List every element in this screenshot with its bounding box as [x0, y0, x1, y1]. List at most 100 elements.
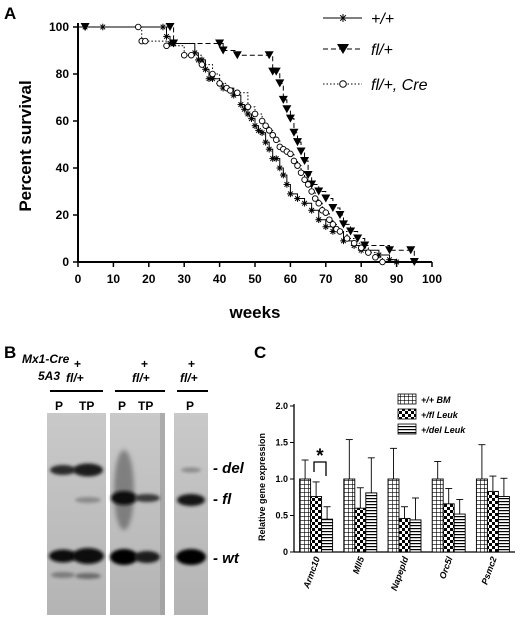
survival-point-star: [283, 181, 291, 188]
x-tick-label: 90: [390, 272, 404, 286]
survival-point-triangle: [285, 114, 295, 123]
expression-bar: [398, 517, 411, 553]
survival-point-triangle: [264, 51, 274, 60]
survival-point-triangle: [300, 156, 310, 165]
survival-point-circle: [262, 122, 269, 129]
significance-bracket: *: [313, 446, 327, 476]
x-tick-label: 20: [142, 272, 156, 286]
survival-point-triangle: [360, 241, 370, 250]
survival-point-triangle: [296, 147, 306, 156]
survival-point-circle: [290, 157, 298, 165]
survival-point-triangle: [335, 211, 345, 219]
survival-point-triangle: [328, 203, 338, 212]
survival-point-star: [287, 190, 294, 198]
survival-point-circle: [343, 235, 351, 242]
band-smear-lane1: [51, 572, 75, 578]
legend-swatch-bm: [397, 393, 417, 405]
survival-point-circle: [163, 42, 170, 50]
survival-point-circle: [379, 258, 386, 266]
survival-point-triangle: [303, 171, 313, 180]
blot-lane-p-3: P: [186, 399, 194, 413]
y-tick-label: 40: [56, 161, 70, 175]
southern-blot: Mx1-Cre 5A3 + fl/+ P TP + fl/+ P TP + fl…: [22, 352, 245, 615]
c-y-tick-label: 0: [283, 547, 288, 557]
band-wt-lane4: [134, 551, 160, 563]
expression-chart: 0 0.5 1.0 1.5 2.0 Armc10 Mll5 Napepld Orc5l Psmc…: [257, 393, 515, 592]
survival-point-triangle: [169, 39, 179, 48]
c-y-tick-label: 2.0: [275, 401, 288, 411]
expression-bar: [409, 519, 422, 553]
survival-point-circle: [308, 188, 315, 195]
survival-point-circle: [258, 117, 266, 125]
survival-point-circle: [198, 61, 206, 68]
survival-point-triangle: [339, 220, 348, 229]
survival-point-star: [202, 66, 209, 73]
survival-line-1: [78, 26, 398, 262]
survival-line-2: [78, 26, 415, 262]
expression-bar: [497, 496, 510, 553]
survival-point-star: [301, 199, 308, 207]
survival-point-circle: [357, 244, 365, 252]
band-faint-lane2: [75, 497, 101, 503]
survival-point-star: [163, 33, 170, 40]
expression-bar: [321, 518, 334, 553]
x-tick-label: 10: [107, 272, 121, 286]
band-label-del: - del: [213, 460, 245, 477]
survival-point-star: [248, 115, 255, 122]
panel-c-letter: C: [254, 343, 266, 362]
expression-bars: Armc10 Mll5 Napepld Orc5l Psmc2: [299, 439, 510, 592]
legend-swatch-del-leuk: [397, 423, 417, 435]
survival-point-circle: [365, 249, 372, 256]
band-fl-lane4: [134, 494, 160, 502]
y-tick-label: 20: [56, 208, 70, 222]
expression-bar: [442, 503, 455, 553]
blot-header-mx1-cre: Mx1-Cre: [22, 352, 70, 366]
survival-point-triangle: [406, 246, 416, 255]
blot-plus-3: +: [188, 357, 195, 371]
survival-point-star: [251, 122, 259, 129]
x-tick-label: 100: [422, 272, 442, 286]
survival-point-triangle: [321, 194, 331, 203]
blot-genotype-1: fl/+: [66, 371, 84, 385]
panel-b-letter: B: [4, 343, 16, 362]
survival-point-star: [386, 256, 393, 263]
expression-y-axis-title: Relative gene expression: [257, 433, 267, 541]
legend-label-bm: +/+ BM: [421, 395, 451, 405]
survival-point-star: [315, 216, 323, 223]
survival-point-circle: [142, 37, 149, 45]
survival-legend: +/+ fl/+ fl/+, Cre: [323, 11, 428, 94]
survival-point-circle: [265, 127, 273, 134]
band-label-wt: - wt: [213, 550, 240, 567]
category-label: Orc5l: [437, 555, 454, 581]
survival-point-triangle: [346, 227, 356, 236]
survival-point-circle: [272, 136, 280, 144]
legend-triangle-icon: [337, 44, 349, 54]
c-y-tick-label: 1.5: [275, 438, 288, 448]
expression-bar: [387, 478, 400, 553]
gel-strip-3: [174, 413, 208, 615]
band-wt-lane5: [176, 549, 206, 565]
x-tick-label: 70: [319, 272, 333, 286]
expression-bar: [310, 496, 323, 553]
expression-bar: [343, 478, 356, 553]
x-tick-label: 40: [213, 272, 227, 286]
legend-label-wt: +/+: [371, 11, 394, 28]
survival-x-axis-title: weeks: [228, 303, 280, 322]
y-tick-label: 100: [49, 20, 69, 34]
survival-point-circle: [297, 169, 305, 176]
survival-point-star: [393, 258, 400, 266]
legend-swatch-fl-leuk: [397, 408, 417, 420]
band-smear-lane3: [114, 450, 134, 530]
survival-point-triangle: [215, 39, 225, 48]
survival-point-circle: [329, 221, 337, 228]
band-smear-lane2: [75, 573, 101, 579]
survival-point-circle: [336, 228, 344, 235]
survival-point-triangle: [353, 234, 363, 243]
survival-point-circle: [294, 162, 301, 169]
band-fl-lane5: [177, 494, 205, 506]
x-tick-label: 0: [75, 272, 82, 286]
survival-point-triangle: [278, 95, 288, 104]
band-fl-lane3: [111, 491, 137, 505]
survival-point-triangle: [282, 105, 292, 114]
